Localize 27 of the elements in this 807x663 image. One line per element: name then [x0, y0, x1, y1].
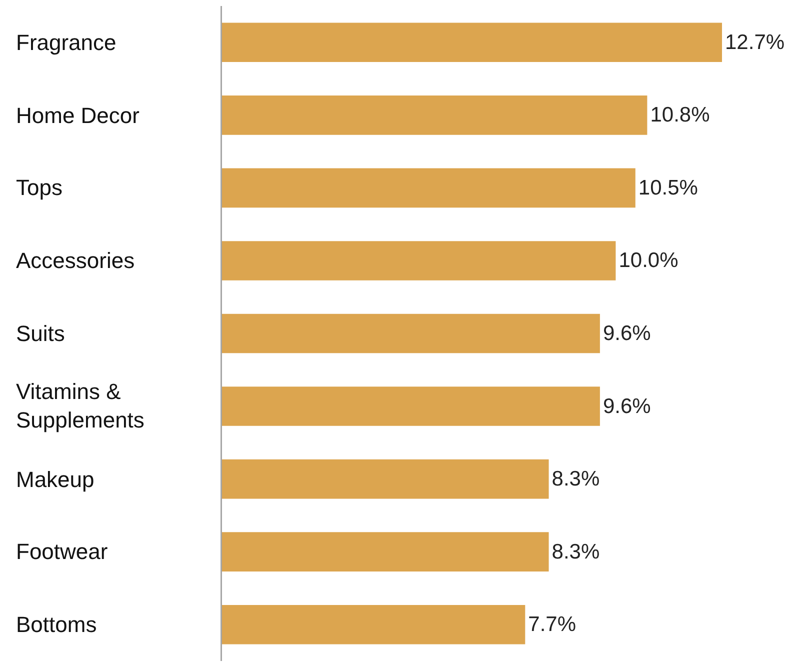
bar: [222, 314, 600, 354]
data-label: 8.3%: [552, 540, 600, 564]
bar: [222, 96, 648, 135]
y-tick-label: Makeup: [16, 467, 94, 492]
data-label: 12.7%: [725, 30, 785, 54]
y-tick-label: Accessories: [16, 248, 135, 273]
bar: [222, 532, 549, 572]
y-tick-label: Vitamins & Supplements: [16, 379, 144, 433]
bar: [222, 386, 600, 426]
data-label: 7.7%: [528, 613, 576, 636]
y-tick-label: Fragrance: [16, 30, 116, 55]
data-label: 10.5%: [638, 176, 698, 200]
bar: [222, 604, 526, 644]
y-tick-label: Tops: [16, 175, 62, 200]
bar: [222, 241, 616, 280]
y-tick-label: Home Decor: [16, 103, 140, 128]
bar: [222, 168, 636, 208]
bar: [222, 22, 722, 62]
y-tick-label: Footwear: [16, 539, 108, 564]
y-tick-label: Bottoms: [16, 612, 97, 637]
data-label: 9.6%: [602, 394, 651, 418]
data-label: 8.3%: [552, 468, 600, 491]
bar: [222, 459, 549, 499]
data-label: 10.0%: [618, 249, 678, 272]
y-tick-label: Suits: [16, 321, 65, 346]
data-label: 10.8%: [650, 104, 710, 127]
data-label: 9.6%: [602, 322, 651, 345]
